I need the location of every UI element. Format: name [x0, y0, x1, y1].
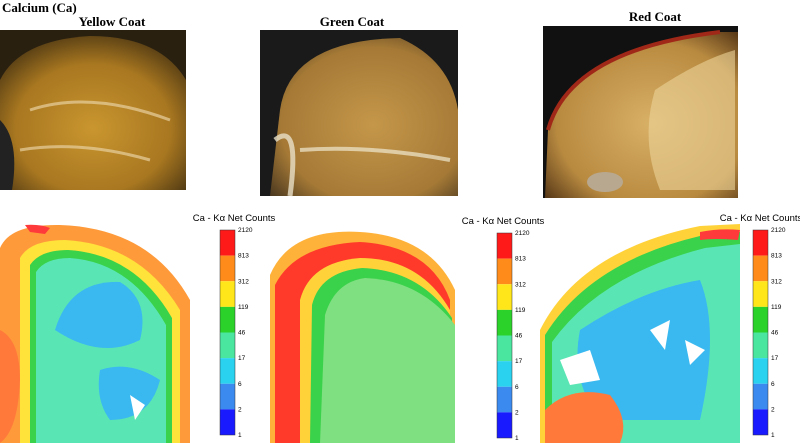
- colorbar-swatch: [753, 255, 768, 282]
- colorbar-swatch: [220, 409, 235, 435]
- colorbar-tick: 2: [238, 406, 242, 413]
- colorbar-tick: 17: [515, 358, 523, 365]
- colorbar-title: Ca - Kα Net Counts: [193, 213, 276, 224]
- colorbar-swatch: [753, 306, 768, 333]
- colorbar-frame: [219, 229, 236, 436]
- colorbar-tick: 2120: [238, 227, 253, 234]
- colorbar-tick: 46: [238, 330, 246, 337]
- colorbar-tick: 119: [238, 304, 249, 311]
- colorbar-swatch: [497, 361, 512, 387]
- colorbar-swatch: [220, 281, 235, 307]
- colorbar-tick: 2120: [771, 227, 786, 234]
- photo: [0, 30, 186, 190]
- colorbar-swatch: [753, 358, 768, 384]
- colorbar-tick: 1: [238, 432, 242, 439]
- colorbar-tick: 46: [515, 333, 523, 340]
- colorbar-swatch: [220, 255, 235, 282]
- heatmap: [0, 224, 190, 443]
- colorbar-swatch: [220, 383, 235, 410]
- colorbar: Ca - Kα Net Counts 2120 813 312 119 46 17 6 2 1: [462, 216, 545, 442]
- colorbar-swatch: [753, 409, 768, 435]
- heatmap: [270, 231, 455, 443]
- photo: [543, 26, 738, 198]
- colorbar-swatch: [220, 230, 235, 256]
- colorbar-tick: 2: [515, 409, 519, 416]
- colorbar-swatch: [497, 386, 512, 413]
- colorbar-swatch: [497, 335, 512, 362]
- figure-title: Calcium (Ca): [2, 0, 77, 15]
- colorbar-tick: 813: [771, 253, 782, 260]
- colorbar-swatch: [220, 306, 235, 333]
- colorbar-frame: [496, 232, 513, 439]
- colorbar-swatch: [753, 230, 768, 256]
- panel-label: Red Coat: [629, 9, 682, 24]
- panel-label: Yellow Coat: [79, 14, 146, 29]
- colorbar-tick: 1: [771, 432, 775, 439]
- colorbar-tick: 17: [238, 355, 246, 362]
- colorbar-frame: [752, 229, 769, 436]
- colorbar: Ca - Kα Net Counts 2120 813 312 119 46 17 6 2 1: [193, 213, 276, 439]
- colorbar-tick: 1: [515, 435, 519, 442]
- colorbar-tick: 312: [515, 281, 526, 288]
- colorbar-swatch: [497, 309, 512, 336]
- colorbar-swatch: [753, 332, 768, 359]
- colorbar-swatch: [497, 412, 512, 438]
- colorbar-tick: 813: [238, 253, 249, 260]
- colorbar-swatch: [220, 358, 235, 384]
- colorbar-swatch: [497, 284, 512, 310]
- photo: [260, 30, 458, 197]
- colorbar-tick: 119: [515, 307, 526, 314]
- colorbar-tick: 312: [771, 278, 782, 285]
- colorbar-tick: 46: [771, 330, 779, 337]
- colorbar-swatch: [753, 281, 768, 307]
- colorbar-tick: 2: [771, 406, 775, 413]
- heatmap: [540, 224, 740, 443]
- colorbar-tick: 119: [771, 304, 782, 311]
- colorbar-tick: 6: [771, 381, 775, 388]
- colorbar-tick: 813: [515, 256, 526, 263]
- colorbar-tick: 6: [515, 384, 519, 391]
- colorbar-tick: 17: [771, 355, 779, 362]
- colorbar-title: Ca - Kα Net Counts: [462, 216, 545, 227]
- colorbar-swatch: [497, 258, 512, 285]
- panel-label: Green Coat: [320, 14, 385, 29]
- colorbar-swatch: [753, 383, 768, 410]
- colorbar: Ca - Kα Net Counts 2120 813 312 119 46 17 6 2 1: [720, 213, 800, 439]
- colorbar-swatch: [220, 332, 235, 359]
- colorbar-swatch: [497, 233, 512, 259]
- colorbar-tick: 2120: [515, 230, 530, 237]
- colorbar-tick: 312: [238, 278, 249, 285]
- colorbar-tick: 6: [238, 381, 242, 388]
- colorbar-title: Ca - Kα Net Counts: [720, 213, 800, 224]
